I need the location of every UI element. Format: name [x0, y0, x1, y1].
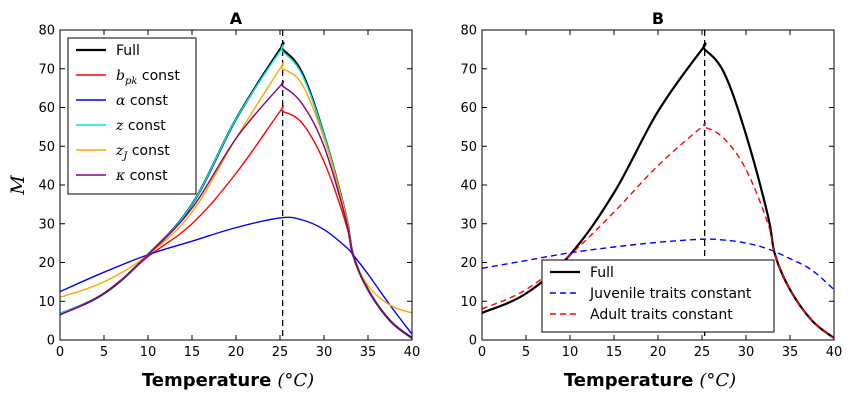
y-tick-label: 0 [47, 334, 55, 349]
legend-math: z [115, 143, 124, 159]
x-tick-label: 15 [606, 345, 623, 360]
chart-title: A [230, 9, 243, 28]
y-tick-label: 30 [38, 217, 55, 232]
y-tick-label: 10 [38, 295, 55, 310]
series-line-4 [60, 61, 412, 314]
x-tick-label: 40 [404, 345, 421, 360]
x-tick-label: 10 [140, 345, 157, 360]
x-tick-label: 35 [360, 345, 377, 360]
x-tick-label: 15 [184, 345, 201, 360]
legend-label: const [127, 143, 170, 159]
x-tick-label: 25 [694, 345, 711, 360]
plot-frame [481, 29, 835, 341]
legend-entry-1: Juvenile traits constant [589, 286, 752, 302]
x-axis-label-unit: (°C) [277, 370, 314, 391]
series-line-2 [482, 122, 834, 339]
legend-entry-4: zJ const [115, 143, 170, 162]
x-tick-label: 10 [562, 345, 579, 360]
y-tick-label: 10 [460, 295, 477, 310]
legend-entry-3: z const [115, 118, 166, 134]
legend: Full Juvenile traits constant Adult traits… [541, 259, 775, 333]
legend-label: Juvenile traits constant [589, 286, 752, 302]
y-tick-label: 40 [38, 179, 55, 194]
x-tick-label: 30 [738, 345, 755, 360]
y-tick-label: 0 [469, 334, 477, 349]
x-axis-label: Temperature (°C) [564, 370, 736, 391]
y-tick-label: 50 [38, 140, 55, 155]
y-tick-label: 60 [38, 101, 55, 116]
legend-label: Full [116, 43, 140, 59]
legend-entry-0: Full [116, 43, 140, 59]
legend-label: Full [590, 265, 614, 281]
legend-label: Adult traits constant [590, 307, 733, 323]
legend-subscript: J [121, 151, 128, 162]
x-tick-label: 20 [650, 345, 667, 360]
y-tick-label: 20 [38, 256, 55, 271]
x-axis-label: Temperature (°C) [142, 370, 314, 391]
legend-entry-1: bpk const [116, 68, 180, 87]
legend-math: κ [115, 168, 125, 184]
legend-entry-5: κ const [115, 168, 168, 184]
y-tick-label: 60 [460, 101, 477, 116]
legend-math: α [116, 93, 126, 109]
y-tick-label: 80 [460, 24, 477, 39]
x-tick-label: 5 [100, 345, 108, 360]
legend-entry-2: α const [116, 93, 168, 109]
x-tick-label: 20 [228, 345, 245, 360]
legend-math: b [116, 68, 125, 84]
legend-label: const [125, 93, 168, 109]
series-line-1 [482, 238, 834, 291]
legend-entry-2: Adult traits constant [590, 307, 733, 323]
legend-box [67, 37, 197, 195]
x-tick-label: 5 [522, 345, 530, 360]
panel-b: B 0 5 10 15 20 25 30 35 40 0 10 20 30 40 50 60 70 80 Temper… [460, 9, 842, 391]
y-tick-label: 70 [38, 62, 55, 77]
panel-a: A 0 5 10 15 20 25 30 35 40 0 10 20 30 40 50 60 70 80 Temper… [7, 9, 420, 391]
legend-label: const [137, 68, 180, 84]
x-tick-label: 30 [316, 345, 333, 360]
y-tick-label: 80 [38, 24, 55, 39]
legend-box [541, 259, 775, 333]
plot-frame [59, 29, 413, 341]
y-tick-label: 50 [460, 140, 477, 155]
x-axis-label-text: Temperature [142, 370, 271, 391]
legend-entry-0: Full [590, 265, 614, 281]
y-axis-label: M [7, 175, 29, 196]
y-tick-label: 30 [460, 217, 477, 232]
x-tick-label: 35 [782, 345, 799, 360]
legend-math: z [115, 118, 124, 134]
legend-label: const [123, 118, 166, 134]
series-line-5 [60, 80, 412, 339]
x-tick-label: 0 [478, 345, 486, 360]
x-axis-label-unit: (°C) [699, 370, 736, 391]
y-tick-label: 20 [460, 256, 477, 271]
x-tick-label: 25 [272, 345, 289, 360]
y-tick-label: 40 [460, 179, 477, 194]
x-tick-label: 0 [56, 345, 64, 360]
x-axis-label-text: Temperature [564, 370, 693, 391]
legend-subscript: pk [125, 76, 137, 87]
series-line-0 [482, 42, 834, 339]
legend-label: const [125, 168, 168, 184]
x-tick-label: 40 [826, 345, 843, 360]
y-tick-label: 70 [460, 62, 477, 77]
chart-title: B [652, 9, 664, 28]
